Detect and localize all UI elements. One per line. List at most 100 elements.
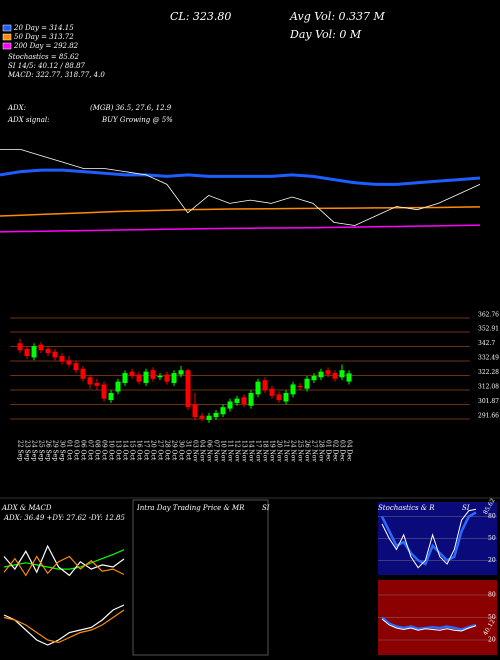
candle-body bbox=[52, 351, 58, 358]
x-tick-label: 10 Nov bbox=[220, 440, 227, 462]
y-tick-label: 332.49 bbox=[478, 355, 499, 362]
legend-label: 20 Day = 314.15 bbox=[13, 24, 74, 32]
candle-body bbox=[227, 401, 233, 409]
x-tick-label: 16 Oct bbox=[136, 440, 143, 461]
panel-title: SI bbox=[462, 504, 470, 512]
panel-label: ADX: 36.49 +DY: 27.62 -DY: 12.85 bbox=[3, 514, 125, 522]
series-line bbox=[381, 618, 477, 632]
candle-body bbox=[164, 374, 170, 382]
legend-swatch bbox=[2, 24, 12, 32]
x-tick-label: 14 Oct bbox=[122, 440, 129, 461]
panel-title: ADX & MACD bbox=[1, 504, 52, 512]
x-tick-label: 18 Nov bbox=[262, 440, 269, 462]
y-tick-label: 301.87 bbox=[478, 398, 499, 405]
x-tick-label: 21 Nov bbox=[283, 440, 290, 462]
candle-body bbox=[297, 385, 303, 388]
candle-body bbox=[122, 373, 128, 384]
x-tick-label: 20 Nov bbox=[276, 440, 283, 462]
y-tick-label: 80 bbox=[488, 513, 496, 520]
x-tick-label: 19 Nov bbox=[269, 440, 276, 462]
y-tick-label: 342.7 bbox=[478, 340, 495, 347]
x-tick-label: 14 Nov bbox=[248, 440, 255, 462]
candle-body bbox=[346, 373, 352, 382]
x-tick-label: 25 Sep bbox=[38, 440, 45, 461]
candle-body bbox=[220, 407, 226, 415]
candle-body bbox=[304, 378, 310, 389]
x-tick-label: 04 Dec bbox=[346, 440, 353, 462]
candle-body bbox=[136, 374, 142, 382]
series-line bbox=[0, 149, 481, 226]
candle-body bbox=[213, 412, 219, 418]
candle-body bbox=[234, 398, 240, 403]
x-tick-label: 27 Nov bbox=[311, 440, 318, 462]
series-line bbox=[381, 616, 477, 631]
candle-body bbox=[87, 377, 93, 385]
x-tick-label: 06 Nov bbox=[206, 440, 213, 462]
panel-title: Intra Day Trading Price & MR bbox=[136, 504, 245, 512]
x-tick-label: 28 Oct bbox=[164, 440, 171, 461]
x-tick-label: 29 Oct bbox=[171, 440, 178, 461]
candle-body bbox=[171, 373, 177, 384]
y-tick-label: 20 bbox=[488, 557, 496, 564]
series-line bbox=[380, 511, 477, 566]
candle-body bbox=[108, 392, 114, 401]
candle-body bbox=[241, 397, 247, 405]
annotation: BUY Growing @ 5% bbox=[101, 116, 173, 124]
x-tick-label: 04 Nov bbox=[199, 440, 206, 462]
candle-body bbox=[178, 370, 184, 375]
y-tick-label: 80 bbox=[488, 592, 496, 599]
panel-title: SI bbox=[262, 504, 270, 512]
candle-body bbox=[339, 370, 345, 378]
candle-body bbox=[332, 373, 338, 379]
annotation: ADX signal: bbox=[7, 116, 49, 124]
x-tick-label: 26 Nov bbox=[304, 440, 311, 462]
x-tick-label: 06 Oct bbox=[80, 440, 87, 461]
x-tick-label: 28 Nov bbox=[318, 440, 325, 462]
x-tick-label: 10 Oct bbox=[108, 440, 115, 461]
candle-body bbox=[143, 371, 149, 384]
candle-body bbox=[24, 348, 30, 357]
x-tick-label: 03 Nov bbox=[192, 440, 199, 462]
series-line bbox=[3, 549, 125, 570]
y-tick-label: 291.66 bbox=[478, 413, 499, 420]
x-tick-label: 24 Sep bbox=[31, 440, 38, 461]
y-tick-label: 50 bbox=[488, 535, 496, 542]
candle-body bbox=[325, 370, 331, 375]
annotation: (MGB) 36.5, 27.6, 12.9 bbox=[90, 104, 172, 112]
x-tick-label: 07 Nov bbox=[213, 440, 220, 462]
series-line bbox=[3, 555, 125, 577]
x-tick-label: 20 Oct bbox=[150, 440, 157, 461]
panel-title: Stochastics & R bbox=[378, 504, 435, 512]
legend-label: 200 Day = 292.82 bbox=[13, 42, 79, 50]
legend-swatch bbox=[2, 33, 12, 41]
candle-body bbox=[290, 384, 296, 395]
x-tick-label: 13 Oct bbox=[115, 440, 122, 461]
annotation: SI 14/5: 40.12 / 88.87 bbox=[8, 62, 86, 70]
annotation: CL: 323.80 bbox=[170, 10, 231, 23]
y-tick-label: 352.91 bbox=[478, 325, 499, 332]
x-tick-label: 12 Nov bbox=[234, 440, 241, 462]
x-tick-label: 15 Oct bbox=[129, 440, 136, 461]
series-line bbox=[0, 168, 481, 186]
candle-body bbox=[73, 363, 79, 371]
series-line bbox=[3, 604, 125, 646]
candle-body bbox=[318, 371, 324, 378]
y-tick-label: 50 bbox=[488, 614, 496, 621]
x-tick-label: 30 Oct bbox=[178, 440, 185, 461]
x-tick-label: 09 Oct bbox=[101, 440, 108, 461]
candle-body bbox=[283, 392, 289, 402]
annotation: Day Vol: 0 M bbox=[289, 28, 362, 41]
candle-body bbox=[59, 356, 65, 362]
candle-body bbox=[185, 370, 191, 408]
x-tick-label: 13 Nov bbox=[241, 440, 248, 462]
candle-body bbox=[255, 381, 261, 395]
annotation: Avg Vol: 0.337 M bbox=[289, 10, 386, 23]
legend-swatch bbox=[2, 42, 12, 50]
x-tick-label: 01 Oct bbox=[66, 440, 73, 461]
x-tick-label: 01 Dec bbox=[325, 440, 332, 462]
x-tick-label: 29 Sep bbox=[52, 440, 59, 461]
candle-body bbox=[192, 404, 198, 418]
x-tick-label: 02 Dec bbox=[332, 440, 339, 462]
